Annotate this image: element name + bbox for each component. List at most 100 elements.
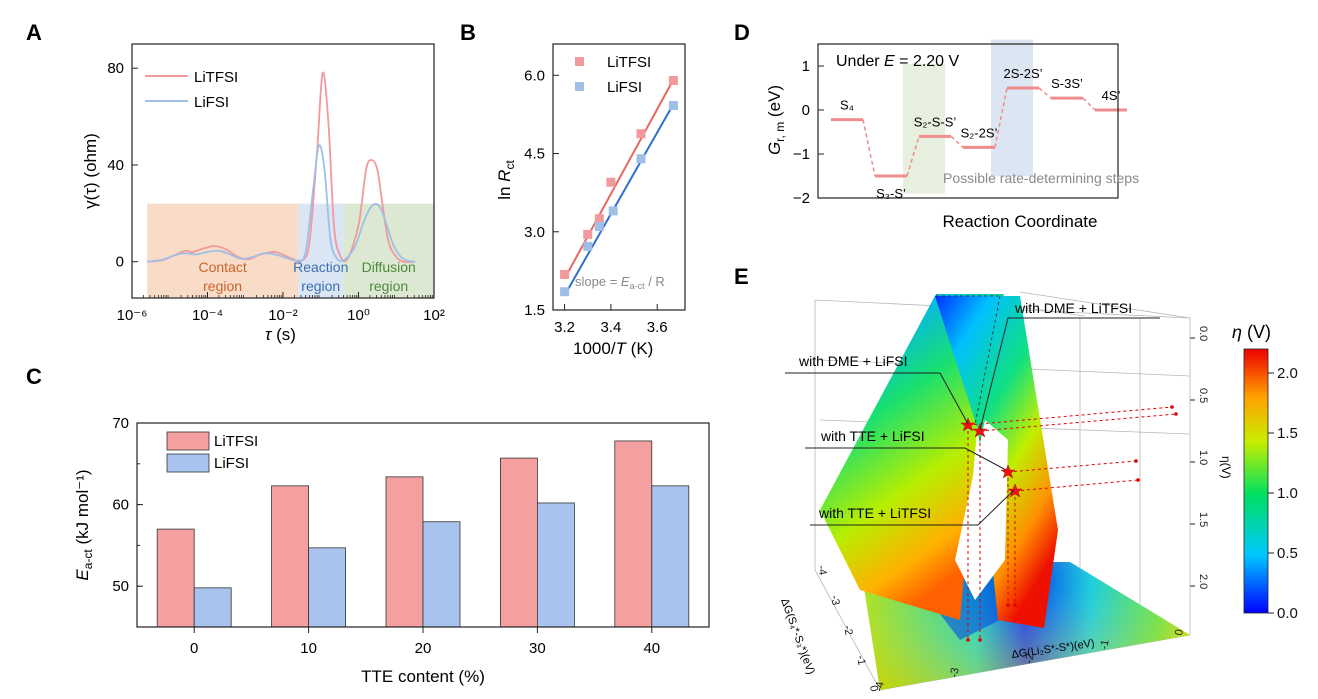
y-tick-label: -2 bbox=[841, 624, 855, 636]
data-point-litfsi bbox=[560, 270, 570, 280]
y-tick-label: 40 bbox=[107, 157, 124, 174]
region-label-1-line2: region bbox=[301, 278, 340, 294]
panel-a-chart: Contact region Reaction region Diffusion regi… bbox=[81, 43, 445, 344]
y-tick-label: 4.5 bbox=[524, 146, 545, 163]
fit-line-lifsi bbox=[563, 103, 675, 296]
level-label-6: 4S’ bbox=[1102, 88, 1121, 103]
y-tick-label: -4 bbox=[815, 564, 829, 576]
region-label-2-line2: region bbox=[369, 278, 408, 294]
y-tick-label: -3 bbox=[828, 594, 842, 606]
x-tick-label: 3.2 bbox=[554, 319, 575, 336]
legend-label-lifsi: LiFSI bbox=[607, 79, 642, 96]
x-tick-label: 10⁻⁴ bbox=[192, 307, 223, 324]
bar-litfsi-10 bbox=[271, 485, 310, 628]
level-label-0: S₄ bbox=[840, 98, 854, 113]
level-label-2: S₂-S-S’ bbox=[914, 114, 957, 129]
x-tick-label: 0 bbox=[190, 640, 198, 657]
y-tick-label: 0 bbox=[802, 102, 810, 119]
plot-frame bbox=[552, 43, 686, 311]
rate-determining-note: Possible rate-determining steps bbox=[943, 170, 1139, 186]
annotation-leaders bbox=[785, 317, 1160, 526]
z-tick-label: 2.0 bbox=[1197, 574, 1209, 589]
energy-connector-4 bbox=[1038, 87, 1052, 99]
y-tick-label: 1 bbox=[802, 58, 810, 75]
bar-lifsi-0 bbox=[193, 587, 232, 628]
level-label-3: S₂-2S’ bbox=[961, 125, 998, 140]
colorbar-label: η (V) bbox=[1232, 322, 1271, 342]
plot-frame bbox=[817, 43, 1119, 199]
x-tick-label: 10⁻⁶ bbox=[117, 307, 148, 324]
y-tick-label: 6.0 bbox=[524, 67, 545, 84]
x-tick-label: 0 bbox=[1173, 628, 1186, 636]
x-tick-label: -1 bbox=[1098, 639, 1112, 651]
bar-lifsi-20 bbox=[422, 521, 461, 628]
y-tick-label: 70 bbox=[112, 415, 129, 432]
data-point-litfsi bbox=[606, 177, 616, 187]
annotation-dme-lifsi: with DME + LiFSI bbox=[798, 353, 908, 369]
x-tick-label: 10² bbox=[423, 307, 445, 324]
colorbar-tick-label: 1.0 bbox=[1277, 485, 1298, 502]
annotation-tte-lifsi: with TTE + LiFSI bbox=[820, 428, 925, 444]
y-axis-label: Ea-ct (kJ mol⁻¹) bbox=[73, 469, 95, 580]
panel-letter-e: E bbox=[734, 264, 749, 289]
y-tick-label: 60 bbox=[112, 497, 129, 514]
region-label-0: Contact bbox=[198, 259, 246, 275]
level-label-1: S₃-S’ bbox=[876, 186, 906, 201]
data-point-litfsi bbox=[594, 214, 604, 224]
z-tick-label: 0.5 bbox=[1197, 388, 1209, 403]
panel-letter-b: B bbox=[460, 20, 476, 45]
highlight-band-green bbox=[903, 63, 945, 194]
y-tick-label: 3.0 bbox=[524, 224, 545, 241]
panel-letter-c: C bbox=[26, 364, 42, 389]
panel-e-chart: with DME + LiTFSI with DME + LiFSI with … bbox=[778, 291, 1298, 693]
data-point-litfsi bbox=[583, 229, 593, 239]
x-tick-label: 3.4 bbox=[600, 319, 621, 336]
center-gap bbox=[955, 420, 1008, 600]
annotation-tte-litfsi: with TTE + LiTFSI bbox=[818, 505, 931, 521]
series-line-lifsi bbox=[146, 144, 416, 263]
x-tick-label: 30 bbox=[529, 640, 546, 657]
x-axis-label: τ (s) bbox=[265, 325, 296, 344]
star-tte-lifsi bbox=[1000, 464, 1016, 479]
x-axis-label: 1000/T (K) bbox=[573, 339, 653, 358]
panel-b-chart: 3.2 3.4 3.6 1.5 3.0 4.5 6.0 LiTFSI LiFSI slope… bbox=[495, 43, 686, 358]
x-tick-label: 10 bbox=[300, 640, 317, 657]
legend-label-lifsi: LiFSI bbox=[194, 94, 229, 111]
bar-litfsi-0 bbox=[156, 528, 195, 628]
y-axis-label: ln Rct bbox=[495, 160, 517, 200]
y-tick-label: 0 bbox=[116, 254, 124, 271]
left-wing-surface bbox=[820, 294, 1004, 620]
bar-lifsi-30 bbox=[537, 502, 575, 628]
region-label-2: Diffusion bbox=[362, 259, 416, 275]
region-label-0-line2: region bbox=[203, 278, 242, 294]
bar-lifsi-10 bbox=[308, 547, 347, 628]
x-tick-label: 10⁰ bbox=[347, 307, 370, 324]
star-tte-litfsi bbox=[1007, 483, 1023, 498]
region-band-2 bbox=[343, 203, 434, 298]
colorbar-tick-label: 0.0 bbox=[1277, 605, 1298, 622]
colorbar-tick-label: 0.5 bbox=[1277, 545, 1298, 562]
y-axis-label: γ(τ) (ohm) bbox=[81, 133, 100, 209]
y-tick-label: −1 bbox=[793, 146, 810, 163]
legend-swatch-litfsi bbox=[166, 431, 210, 451]
data-point-lifsi bbox=[636, 154, 646, 164]
y-tick-label: 80 bbox=[107, 60, 124, 77]
level-label-4: 2S-2S’ bbox=[1003, 66, 1042, 81]
projection-ticks bbox=[966, 405, 1178, 642]
x-tick-label: 40 bbox=[643, 640, 660, 657]
fit-line-litfsi bbox=[563, 78, 675, 280]
colorbar-tick-label: 1.5 bbox=[1277, 425, 1298, 442]
legend-label-lifsi: LiFSI bbox=[214, 455, 249, 472]
y-tick-label: 0 bbox=[867, 684, 880, 692]
bar-litfsi-40 bbox=[614, 440, 653, 628]
highlight-band-blue bbox=[991, 39, 1033, 176]
panel-d-chart: S₄ S₃-S’ S₂-S-S’ S₂-2S’ 2S-2S’ S-3S’ 4S’ −2 −1 0… bbox=[765, 39, 1139, 231]
data-point-lifsi bbox=[608, 206, 618, 216]
wing-fold-lines bbox=[936, 295, 1001, 426]
x-tick-label: -2 bbox=[1023, 653, 1037, 665]
z-tick-label: 1.5 bbox=[1197, 512, 1209, 527]
energy-connector-2 bbox=[950, 135, 964, 148]
z-axis-label: η(V) bbox=[1219, 456, 1233, 479]
panel-letter-d: D bbox=[734, 20, 750, 45]
